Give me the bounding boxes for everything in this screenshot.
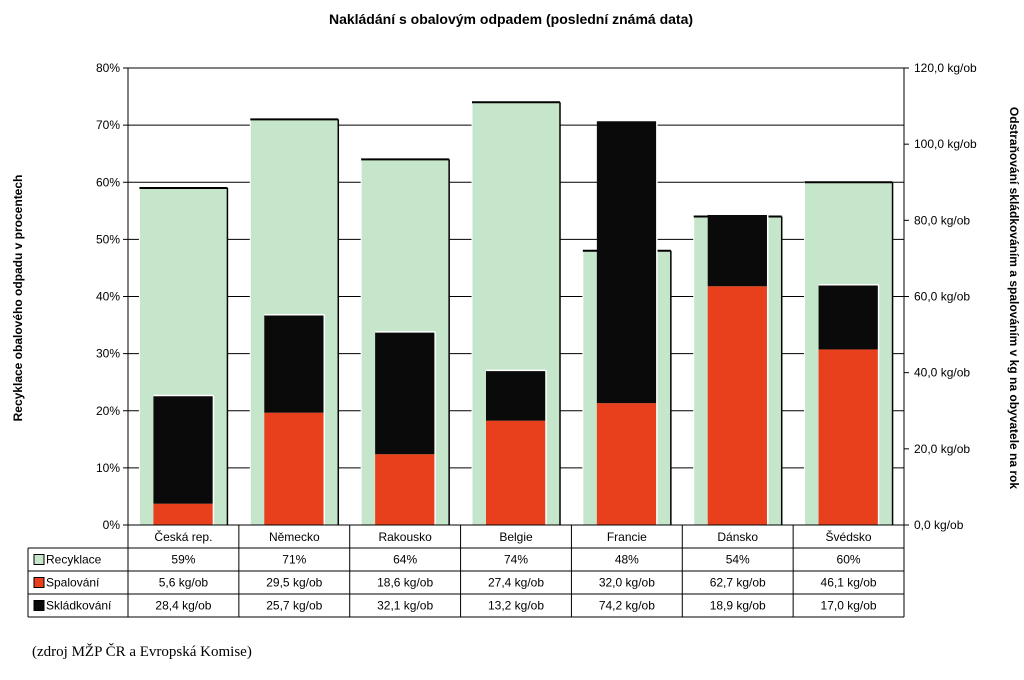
tick-label-right: 40,0 kg/ob xyxy=(914,366,970,380)
data-label: 32,0 kg/ob xyxy=(599,576,655,590)
data-label: 59% xyxy=(171,553,195,567)
bar-skladkovani xyxy=(707,214,768,287)
bar-skladkovani xyxy=(818,284,879,350)
data-label: 18,6 kg/ob xyxy=(377,576,433,590)
category-label: Rakousko xyxy=(378,530,432,544)
data-label: 62,7 kg/ob xyxy=(710,576,766,590)
tick-label-right: 60,0 kg/ob xyxy=(914,290,970,304)
data-label: 18,9 kg/ob xyxy=(710,599,766,613)
data-label: 74% xyxy=(504,553,528,567)
data-label: 32,1 kg/ob xyxy=(377,599,433,613)
bar-spalovani xyxy=(375,454,436,525)
bar-spalovani xyxy=(153,503,214,525)
bar-spalovani xyxy=(486,420,546,525)
source-note: (zdroj MŽP ČR a Evropská Komise) xyxy=(32,644,252,660)
legend-label: Recyklace xyxy=(46,553,102,567)
tick-label-left: 60% xyxy=(96,175,120,189)
legend-swatch xyxy=(33,554,45,565)
data-label: 74,2 kg/ob xyxy=(599,599,655,613)
y-axis-label-left: Recyklace obalového odpadu v procentech xyxy=(11,175,25,422)
chart-title: Nakládání s obalovým odpadem (poslední z… xyxy=(329,11,693,27)
category-label: Německo xyxy=(269,530,320,544)
bars xyxy=(138,101,894,526)
tick-label-left: 30% xyxy=(96,347,120,361)
data-label: 25,7 kg/ob xyxy=(266,599,322,613)
category-label: Belgie xyxy=(499,530,533,544)
data-label: 13,2 kg/ob xyxy=(488,599,544,613)
data-label: 48% xyxy=(615,553,639,567)
data-label: 27,4 kg/ob xyxy=(488,576,544,590)
data-table: Česká rep. Německo Rakousko Belgie Francie Dá… xyxy=(27,524,905,618)
tick-label-right: 80,0 kg/ob xyxy=(914,213,970,227)
category-label: Francie xyxy=(607,530,647,544)
bar-spalovani xyxy=(818,349,879,525)
bar-skladkovani xyxy=(153,395,214,504)
data-label: 54% xyxy=(726,553,750,567)
category-label: Dánsko xyxy=(717,530,758,544)
bar-spalovani xyxy=(596,403,657,525)
bar-skladkovani xyxy=(486,370,546,421)
tick-label-left: 70% xyxy=(96,118,120,132)
data-label: 5,6 kg/ob xyxy=(159,576,209,590)
legend-swatch xyxy=(33,577,45,588)
data-label: 71% xyxy=(282,553,306,567)
tick-label-left: 20% xyxy=(96,404,120,418)
bar-skladkovani xyxy=(596,120,657,404)
tick-label-right: 120,0 kg/ob xyxy=(914,61,977,75)
tick-label-left: 40% xyxy=(96,290,120,304)
bar-skladkovani xyxy=(375,331,436,455)
data-label: 46,1 kg/ob xyxy=(821,576,877,590)
tick-label-right: 100,0 kg/ob xyxy=(914,137,977,151)
data-label: 29,5 kg/ob xyxy=(266,576,322,590)
tick-label-right: 20,0 kg/ob xyxy=(914,442,970,456)
tick-label-right: 0,0 kg/ob xyxy=(914,518,964,532)
tick-label-left: 80% xyxy=(96,61,120,75)
legend-label: Skládkování xyxy=(46,599,112,613)
legend-label: Spalování xyxy=(46,576,100,590)
tick-label-left: 50% xyxy=(96,232,120,246)
bar-skladkovani xyxy=(264,314,325,413)
bar-spalovani xyxy=(707,286,768,525)
y-axis-label-right: Odstraňování skládkováním a spalováním v… xyxy=(1007,107,1021,489)
data-label: 28,4 kg/ob xyxy=(155,599,211,613)
bar-spalovani xyxy=(264,412,325,525)
tick-label-left: 10% xyxy=(96,461,120,475)
axes: 0% 10% 20% 30% 40% 50% 60% 70% 80% 0,0 kg/ob 20,0 … xyxy=(96,61,977,532)
legend-swatch xyxy=(33,600,45,611)
data-label: 17,0 kg/ob xyxy=(821,599,877,613)
data-label: 60% xyxy=(837,553,861,567)
category-label: Švédsko xyxy=(826,529,872,544)
category-label: Česká rep. xyxy=(154,529,212,544)
tick-label-left: 0% xyxy=(103,518,121,532)
data-label: 64% xyxy=(393,553,417,567)
